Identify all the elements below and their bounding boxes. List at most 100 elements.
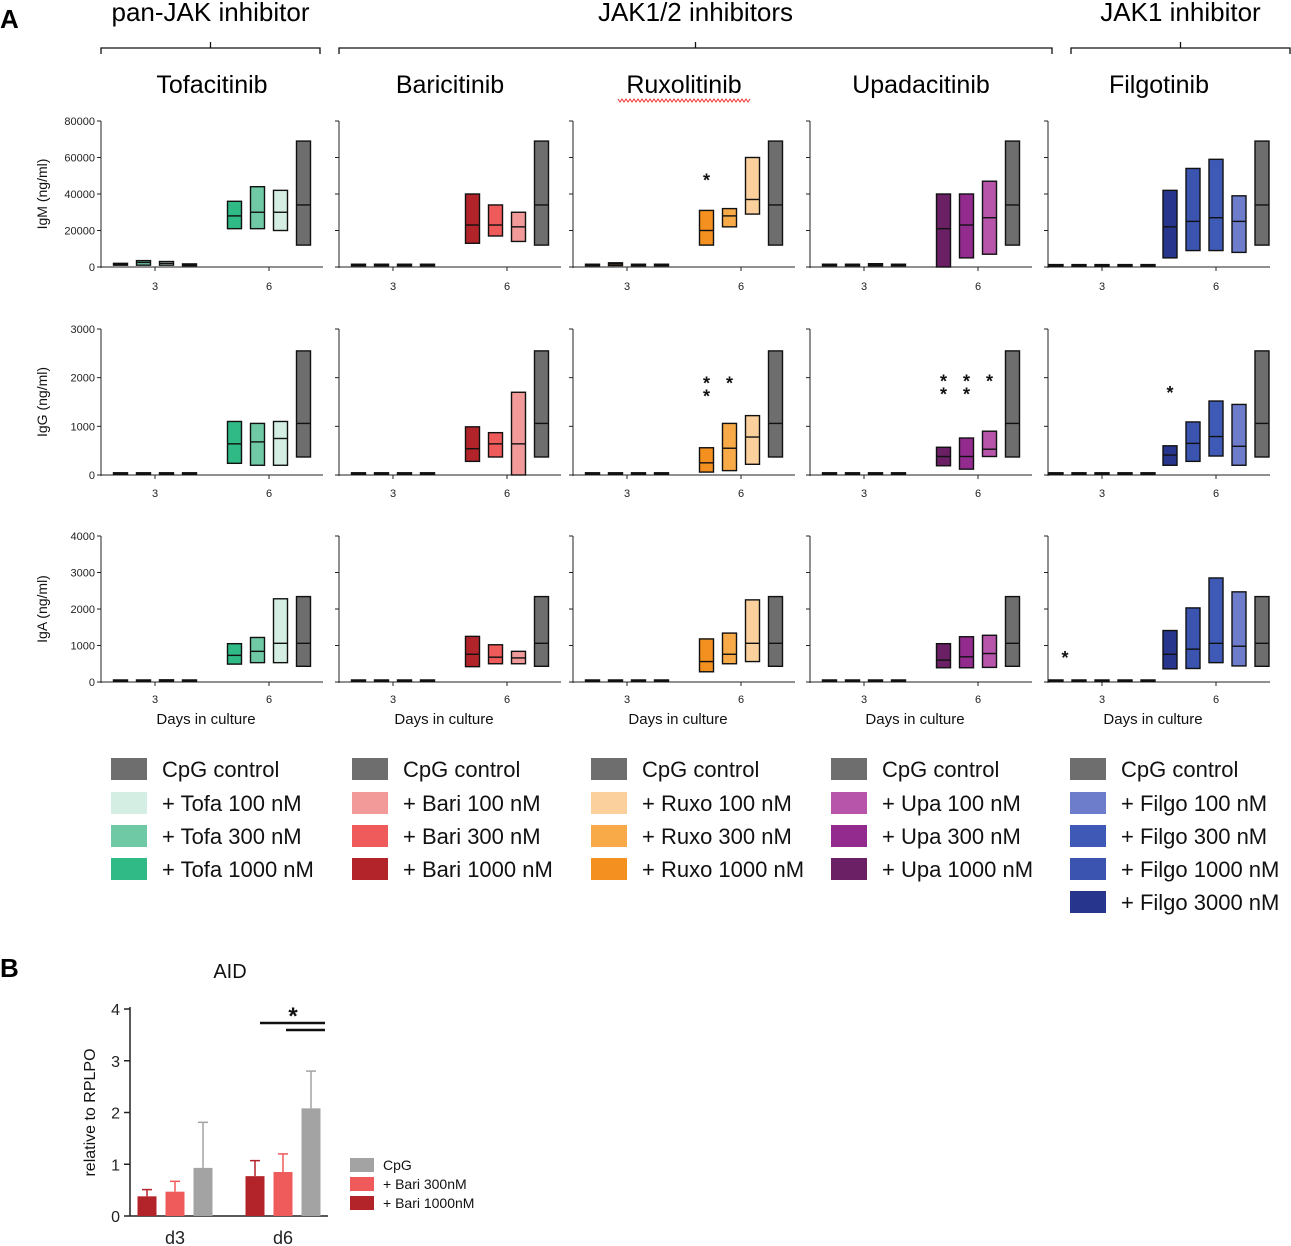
box-d6-bar0: [226, 642, 243, 665]
y-tick-label: 20000: [64, 226, 95, 238]
box-d6-bar0: [698, 209, 715, 246]
legend-label: + Bari 1000nM: [383, 1195, 474, 1211]
legend-swatch: [352, 825, 388, 847]
box-d6-bar1: [721, 632, 738, 665]
group-bracket-0: [100, 42, 321, 54]
box-d6-bar0: [935, 193, 952, 268]
legend-swatch: [350, 1196, 374, 1210]
box-d6-bar0: [698, 638, 715, 673]
box-d6-bar3: [295, 140, 312, 246]
box-d6-bar4: [1254, 350, 1270, 458]
box-d6-bar2: [1208, 400, 1224, 457]
panel-b: AID 0 1 2 3 4 relative to RPLPO d3 d6 * CpG + Bari …: [82, 961, 474, 1246]
significance-star: *: [940, 384, 947, 404]
box-d6-bar4: [1254, 595, 1270, 668]
box-d6-bar1: [249, 636, 266, 664]
x-tick-label: 3: [1099, 694, 1105, 706]
legend-swatch: [1070, 891, 1106, 913]
legend-swatch: [111, 825, 147, 847]
box-d6-bar1: [1185, 607, 1201, 670]
legend-swatch: [1070, 825, 1106, 847]
y-axis-title: relative to RPLPO: [82, 1048, 99, 1176]
legend-swatch: [831, 858, 867, 880]
box-d6-bar3: [295, 595, 312, 668]
legend-label: + Filgo 300 nM: [1121, 824, 1267, 849]
legend-label: + Tofa 100 nM: [162, 791, 302, 816]
box-d6-bar0: [464, 426, 481, 463]
legend-swatch: [1070, 858, 1106, 880]
box-d6-bar3: [767, 595, 784, 668]
x-tick-label: 3: [624, 281, 630, 293]
drug-title-upadacitinib: Upadacitinib: [852, 71, 990, 99]
legend-label: CpG control: [642, 757, 759, 782]
bar-d6-1: [273, 1172, 293, 1216]
group-bracket-1: [338, 42, 1053, 54]
box-d6-bar3: [1004, 595, 1021, 668]
legend-label: + Upa 100 nM: [882, 791, 1021, 816]
box-d6-bar3: [1231, 591, 1247, 667]
box-d6-bar2: [744, 156, 761, 215]
y-axis-title-0: IgM (ng/ml): [34, 159, 50, 230]
x-tick-label: 6: [738, 488, 744, 500]
y-tick-label: 4: [111, 1002, 120, 1019]
legend-label: + Upa 300 nM: [882, 824, 1021, 849]
legend-label: + Filgo 1000 nM: [1121, 857, 1279, 882]
x-tick-label: 6: [504, 488, 510, 500]
x-tick-label: 3: [390, 488, 396, 500]
box-d6-bar3: [533, 595, 550, 668]
legend-label: + Filgo 3000 nM: [1121, 890, 1279, 915]
x-tick-label: 6: [738, 281, 744, 293]
significance-star: *: [726, 373, 733, 393]
y-axis-title-1: IgG (ng/ml): [34, 367, 50, 437]
y-axis-title-2: IgA (ng/ml): [34, 575, 50, 643]
y-tick-label: 0: [89, 677, 95, 689]
drug-title-ruxolitinib: Ruxolitinib: [626, 71, 741, 99]
box-d6-bar0: [1162, 189, 1178, 259]
box-d6-bar0: [935, 642, 952, 669]
box-d6-bar3: [767, 140, 784, 246]
y-tick-label: 80000: [64, 116, 95, 128]
box-d6-bar1: [958, 636, 975, 669]
box-d6-bar1: [249, 422, 266, 466]
box-d6-bar3: [533, 140, 550, 246]
plot-r1-c0: 0 1000 2000 3000 3 6: [71, 324, 323, 500]
legend-label: CpG: [383, 1157, 412, 1173]
legend-swatch: [1070, 758, 1106, 780]
box-d6-bar3: [1231, 403, 1247, 466]
x-tick-label: 3: [624, 694, 630, 706]
legend-label: + Bari 300 nM: [403, 824, 541, 849]
panel-b-label: B: [0, 953, 19, 983]
legend-label: + Bari 1000 nM: [403, 857, 553, 882]
x-tick-label: 3: [861, 281, 867, 293]
y-tick-label: 60000: [64, 153, 95, 165]
box-d6-bar3: [767, 350, 784, 458]
y-tick-label: 4000: [71, 531, 95, 543]
significance-star: *: [1166, 383, 1173, 403]
box-d6-bar1: [721, 207, 738, 228]
y-tick-label: 3: [111, 1054, 120, 1071]
x-tick-label: 6: [266, 488, 272, 500]
legend-label: + Ruxo 100 nM: [642, 791, 792, 816]
plot-r1-c4: 3 6 *: [1044, 328, 1270, 500]
chart-title: AID: [213, 961, 246, 983]
legend-label: + Tofa 1000 nM: [162, 857, 314, 882]
group-bracket-2: [1070, 42, 1291, 54]
box-d6-bar2: [272, 598, 289, 664]
box-d6-bar2: [981, 634, 998, 669]
significance-star: *: [940, 371, 947, 391]
significance-star: *: [963, 384, 970, 404]
x-tick-label: 3: [1099, 488, 1105, 500]
legend-swatch: [831, 792, 867, 814]
significance-star: *: [703, 373, 710, 393]
box-d6-bar1: [1185, 167, 1201, 252]
box-d6-bar1: [1185, 421, 1201, 463]
box-d6-bar0: [1162, 629, 1178, 670]
significance-star: *: [288, 1003, 298, 1030]
legend-swatch: [111, 858, 147, 880]
x-tick-label: 6: [975, 281, 981, 293]
legend-swatch: [591, 792, 627, 814]
x-tick-label: 6: [975, 488, 981, 500]
